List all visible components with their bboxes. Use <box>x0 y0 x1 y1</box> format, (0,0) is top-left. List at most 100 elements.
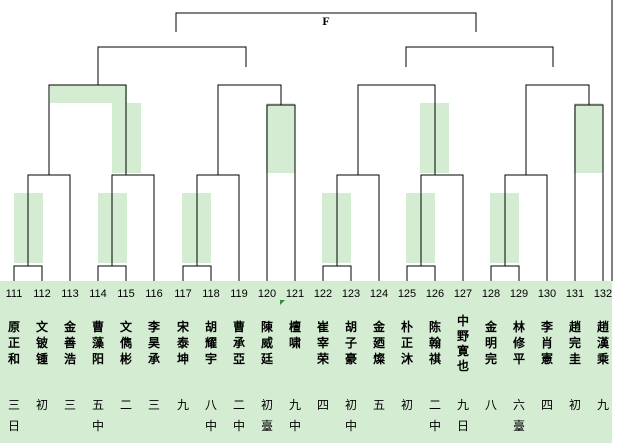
player-rank: 初 <box>36 398 48 412</box>
player-name-char: 崔 <box>317 319 329 334</box>
bracket-line <box>97 46 247 85</box>
player-affiliation: 臺 <box>261 418 273 433</box>
player-affiliation: 中 <box>289 418 301 433</box>
bracket-line <box>357 84 436 175</box>
player-rank: 九 <box>177 398 189 412</box>
player-name-char: 胡 <box>345 319 357 334</box>
player-name-char: 原 <box>8 320 20 334</box>
player-affiliation: 中 <box>233 418 245 433</box>
player-name-char: 子 <box>345 336 357 350</box>
seed-number: 117 <box>174 288 192 300</box>
player-name-char: 翰 <box>429 335 441 350</box>
player-name-char: 朴 <box>401 319 413 334</box>
player-name-char: 浩 <box>64 351 76 366</box>
player-name-char: 曹 <box>92 319 104 334</box>
player-band <box>0 281 612 443</box>
seed-number: 113 <box>61 288 79 300</box>
seed-number: 130 <box>538 288 556 300</box>
player-name-char: 正 <box>8 336 20 350</box>
seed-number: 112 <box>33 288 51 300</box>
player-name-char: 文 <box>120 319 133 334</box>
seed-number: 121 <box>286 288 304 300</box>
bracket-line <box>13 265 43 281</box>
match-panel-r2 <box>266 103 295 173</box>
player-rank: 初 <box>345 398 357 412</box>
player-name-char: 宇 <box>205 351 217 366</box>
seed-number: 118 <box>202 288 220 300</box>
player-name-char: 荣 <box>316 351 330 366</box>
seed-number: 116 <box>145 288 163 300</box>
player-name-char: 修 <box>512 335 526 350</box>
player-name-char: 啸 <box>289 335 301 350</box>
player-affiliation: 中 <box>345 418 357 433</box>
player-rank: 八 <box>485 398 497 412</box>
bracket-line <box>420 174 464 281</box>
seed-number: 132 <box>594 288 612 300</box>
player-name-char: 亞 <box>233 352 245 366</box>
player-name-char: 承 <box>233 336 245 350</box>
player-affiliation: 日 <box>8 419 20 433</box>
seed-number: 124 <box>370 288 388 300</box>
player-name-char: 廼 <box>372 336 386 350</box>
player-affiliation: 中 <box>429 418 441 433</box>
match-panel-r2 <box>574 103 603 173</box>
player-rank: 三 <box>8 398 20 412</box>
player-name-char: 檀 <box>289 319 301 334</box>
seed-number: 126 <box>426 288 444 300</box>
player-name-char: 肖 <box>541 335 553 350</box>
seed-number: 127 <box>454 288 472 300</box>
player-name-char: 铍 <box>36 335 48 350</box>
final-title: F <box>322 14 329 28</box>
player-name-char: 野 <box>457 329 469 343</box>
player-name-char: 金 <box>372 319 386 334</box>
marker-triangle <box>280 300 285 305</box>
player-name-char: 平 <box>513 352 525 366</box>
player-affiliation: 日 <box>457 419 469 433</box>
seed-number: 125 <box>398 288 416 300</box>
player-rank: 五 <box>92 398 104 412</box>
player-rank: 四 <box>541 398 553 412</box>
player-name-char: 趙 <box>597 319 610 334</box>
player-name-char: 阳 <box>92 351 104 366</box>
player-name-char: 金 <box>484 319 498 334</box>
player-rank: 二 <box>233 398 245 412</box>
player-rank: 四 <box>317 398 329 412</box>
seed-number: 131 <box>566 288 584 300</box>
player-name-char: 彬 <box>120 351 132 366</box>
player-rank: 三 <box>148 398 160 412</box>
player-rank: 五 <box>373 398 385 412</box>
player-name-char: 藻 <box>92 335 105 350</box>
player-name-char: 泰 <box>176 335 190 350</box>
bracket-line <box>48 84 127 175</box>
player-name-char: 廷 <box>260 351 274 366</box>
player-name-char: 也 <box>457 358 469 373</box>
seed-number: 119 <box>230 288 248 300</box>
player-name-char: 文 <box>36 319 49 334</box>
bracket-line <box>322 265 352 281</box>
player-name-char: 寛 <box>457 343 469 358</box>
player-rank: 初 <box>569 398 581 412</box>
player-name-char: 沐 <box>401 351 414 366</box>
bracket-line <box>217 84 282 175</box>
player-affiliation: 臺 <box>513 418 525 433</box>
bracket-line <box>97 265 127 281</box>
player-rank: 九 <box>289 398 301 412</box>
player-name-char: 漢 <box>597 335 610 350</box>
player-name-char: 威 <box>261 335 273 350</box>
player-name-char: 锺 <box>36 351 48 366</box>
player-name-char: 完 <box>569 335 581 350</box>
bracket-line <box>182 265 212 281</box>
seed-number: 122 <box>314 288 332 300</box>
player-name-char: 曹 <box>233 319 245 334</box>
player-name-char: 承 <box>148 352 160 366</box>
player-name-char: 正 <box>401 336 413 350</box>
player-name-char: 坤 <box>177 351 189 366</box>
player-name-char: 昊 <box>148 336 160 350</box>
player-name-char: 金 <box>63 319 77 334</box>
player-name-char: 宋 <box>177 319 190 334</box>
match-panel-r3 <box>50 85 127 103</box>
seed-number: 115 <box>117 288 135 300</box>
player-name-char: 陳 <box>261 319 274 334</box>
